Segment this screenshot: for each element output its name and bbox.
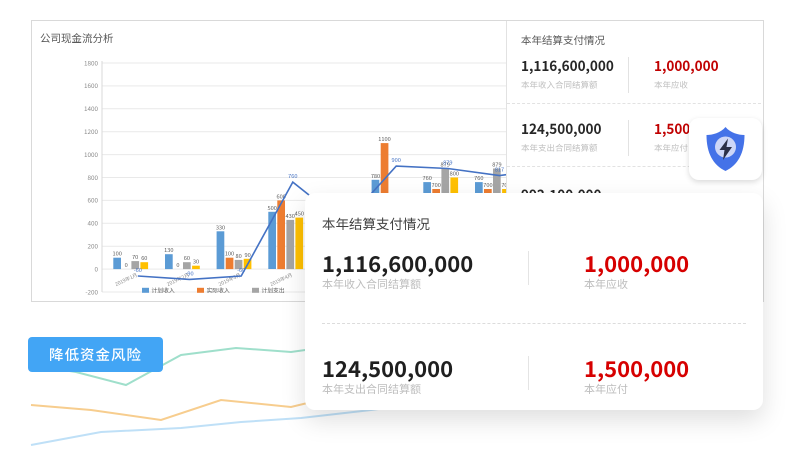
svg-text:-200: -200: [85, 287, 98, 296]
svg-text:879: 879: [443, 159, 452, 167]
svg-text:100: 100: [113, 250, 122, 258]
svg-text:760: 760: [474, 174, 483, 182]
svg-text:1000: 1000: [84, 150, 98, 159]
svg-text:30: 30: [193, 258, 199, 266]
svg-text:330: 330: [216, 223, 225, 231]
svg-text:1600: 1600: [84, 81, 98, 90]
svg-text:130: 130: [164, 246, 173, 254]
svg-text:500: 500: [268, 204, 277, 212]
svg-text:817: 817: [495, 166, 504, 174]
svg-text:1800: 1800: [84, 58, 98, 67]
svg-text:1100: 1100: [378, 135, 390, 143]
svg-text:800: 800: [450, 170, 459, 178]
svg-text:200: 200: [88, 242, 99, 251]
svg-text:80: 80: [235, 252, 241, 260]
svg-text:780: 780: [371, 172, 380, 180]
svg-text:计划支出: 计划支出: [262, 285, 285, 294]
svg-text:760: 760: [423, 174, 432, 182]
svg-text:430: 430: [286, 212, 295, 220]
svg-text:100: 100: [225, 250, 234, 258]
svg-text:1400: 1400: [84, 104, 98, 113]
svg-text:0: 0: [125, 261, 128, 269]
svg-text:60: 60: [141, 254, 147, 262]
svg-text:700: 700: [432, 181, 441, 189]
svg-text:2019年1月: 2019年1月: [114, 272, 139, 288]
svg-text:800: 800: [88, 173, 99, 182]
svg-text:0: 0: [176, 261, 179, 269]
svg-text:700: 700: [483, 181, 492, 189]
svg-text:1200: 1200: [84, 127, 98, 136]
svg-text:60: 60: [184, 254, 190, 262]
svg-text:70: 70: [132, 253, 138, 261]
svg-text:760: 760: [288, 172, 297, 180]
svg-text:900: 900: [392, 156, 401, 164]
svg-text:-90: -90: [185, 269, 193, 277]
svg-text:450: 450: [295, 210, 304, 218]
svg-text:实际收入: 实际收入: [207, 285, 230, 294]
svg-text:90: 90: [244, 251, 250, 259]
svg-text:-60: -60: [134, 266, 142, 274]
svg-text:600: 600: [88, 196, 99, 205]
svg-text:400: 400: [88, 219, 99, 228]
svg-text:计划收入: 计划收入: [152, 285, 175, 294]
svg-text:0: 0: [95, 264, 99, 273]
svg-text:-60: -60: [237, 266, 245, 274]
